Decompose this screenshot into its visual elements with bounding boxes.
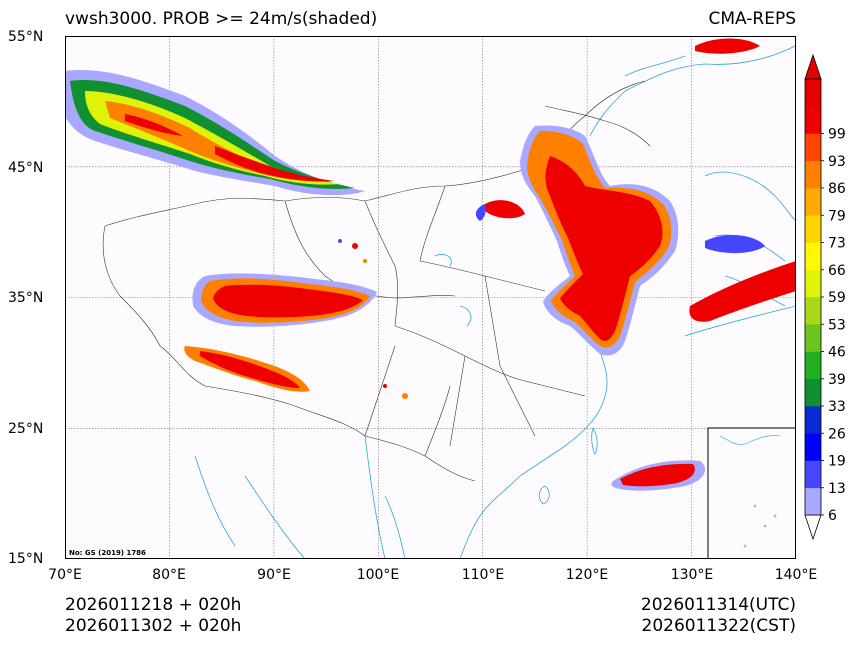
map-title: vwsh3000. PROB >= 24m/s(shaded) — [65, 9, 378, 29]
colorbar-level-label: 86 — [828, 181, 846, 197]
init-time-cst: 2026011302 + 020h — [65, 616, 242, 636]
probability-shading — [65, 38, 796, 491]
lat-label-15: 15°N — [8, 551, 44, 567]
lon-label-90: 90°E — [257, 567, 291, 583]
lon-label-120: 120°E — [565, 567, 609, 583]
lon-label-130: 130°E — [670, 567, 714, 583]
colorbar-level-label: 66 — [828, 263, 846, 279]
colorbar-level-label: 93 — [828, 154, 846, 170]
inset-coastlines — [719, 435, 781, 548]
valid-time-utc: 2026011314(UTC) — [640, 595, 796, 615]
colorbar-swatch — [805, 133, 821, 162]
colorbar-swatch — [805, 406, 821, 434]
lat-label-35: 35°N — [8, 290, 44, 306]
colorbar-swatch — [805, 324, 821, 352]
colorbar-level-label: 46 — [828, 345, 846, 361]
colorbar-level-label: 99 — [828, 127, 846, 143]
colorbar-level-label: 26 — [828, 426, 846, 442]
map-approval-note: No: GS (2019) 1786 — [69, 549, 146, 557]
colorbar: 6 13 19 26 33 39 46 53 59 66 73 79 86 93 99 — [804, 53, 846, 541]
colorbar-level-label: 33 — [828, 399, 846, 415]
colorbar-swatch — [805, 242, 821, 271]
colorbar-swatch — [805, 269, 821, 298]
colorbar-swatch — [805, 351, 821, 380]
lon-label-110: 110°E — [461, 567, 505, 583]
lon-label-100: 100°E — [356, 567, 400, 583]
colorbar-level-label: 59 — [828, 290, 846, 306]
colorbar-level-label: 73 — [828, 236, 846, 252]
lat-label-55: 55°N — [8, 29, 44, 45]
colorbar-level-label: 19 — [828, 454, 846, 470]
colorbar-swatch — [805, 460, 821, 489]
colorbar-swatch — [805, 160, 821, 189]
colorbar-swatch — [805, 215, 821, 243]
colorbar-extend-low — [804, 514, 822, 541]
colorbar-swatch — [805, 297, 821, 325]
lon-label-140: 140°E — [774, 567, 818, 583]
colorbar-swatch — [805, 378, 821, 407]
colorbar-swatch — [805, 79, 821, 107]
colorbar-extend-high — [804, 53, 822, 80]
lon-label-70: 70°E — [48, 567, 82, 583]
model-name: CMA-REPS — [708, 9, 796, 29]
lat-label-45: 45°N — [8, 160, 44, 176]
colorbar-level-label: 39 — [828, 372, 846, 388]
map-panel — [65, 36, 796, 559]
colorbar-swatch — [805, 487, 821, 516]
colorbar-swatch — [805, 106, 821, 134]
colorbar-swatch — [805, 188, 821, 216]
valid-time-cst: 2026011322(CST) — [641, 616, 796, 636]
lat-label-25: 25°N — [8, 421, 44, 437]
init-time-utc: 2026011218 + 020h — [65, 595, 242, 615]
colorbar-level-label: 53 — [828, 317, 846, 333]
colorbar-level-label: 79 — [828, 208, 846, 224]
inset-frame — [707, 427, 796, 559]
colorbar-level-label: 6 — [828, 508, 837, 524]
colorbar-swatch — [805, 433, 821, 461]
lon-label-80: 80°E — [152, 567, 186, 583]
colorbar-level-label: 13 — [828, 481, 846, 497]
